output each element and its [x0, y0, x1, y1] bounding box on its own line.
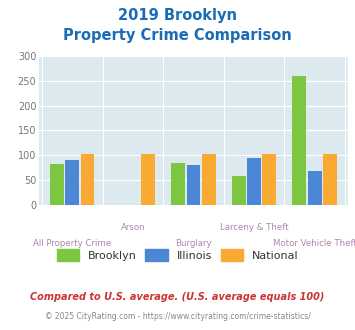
- Text: Property Crime Comparison: Property Crime Comparison: [63, 28, 292, 43]
- Bar: [247, 157, 261, 205]
- Bar: [50, 164, 64, 205]
- Bar: [81, 154, 94, 205]
- Text: © 2025 CityRating.com - https://www.cityrating.com/crime-statistics/: © 2025 CityRating.com - https://www.city…: [45, 312, 310, 321]
- Bar: [202, 154, 215, 205]
- Bar: [186, 165, 201, 205]
- Bar: [141, 154, 155, 205]
- Text: Motor Vehicle Theft: Motor Vehicle Theft: [273, 239, 355, 248]
- Text: Burglary: Burglary: [175, 239, 212, 248]
- Bar: [293, 76, 306, 205]
- Text: All Property Crime: All Property Crime: [33, 239, 111, 248]
- Text: Compared to U.S. average. (U.S. average equals 100): Compared to U.S. average. (U.S. average …: [30, 292, 325, 302]
- Text: Larceny & Theft: Larceny & Theft: [220, 223, 288, 232]
- Bar: [232, 176, 246, 205]
- Bar: [262, 154, 276, 205]
- Text: 2019 Brooklyn: 2019 Brooklyn: [118, 8, 237, 23]
- Bar: [308, 171, 322, 205]
- Bar: [65, 160, 79, 205]
- Bar: [171, 162, 185, 205]
- Legend: Brooklyn, Illinois, National: Brooklyn, Illinois, National: [52, 245, 303, 265]
- Text: Arson: Arson: [121, 223, 145, 232]
- Bar: [323, 154, 337, 205]
